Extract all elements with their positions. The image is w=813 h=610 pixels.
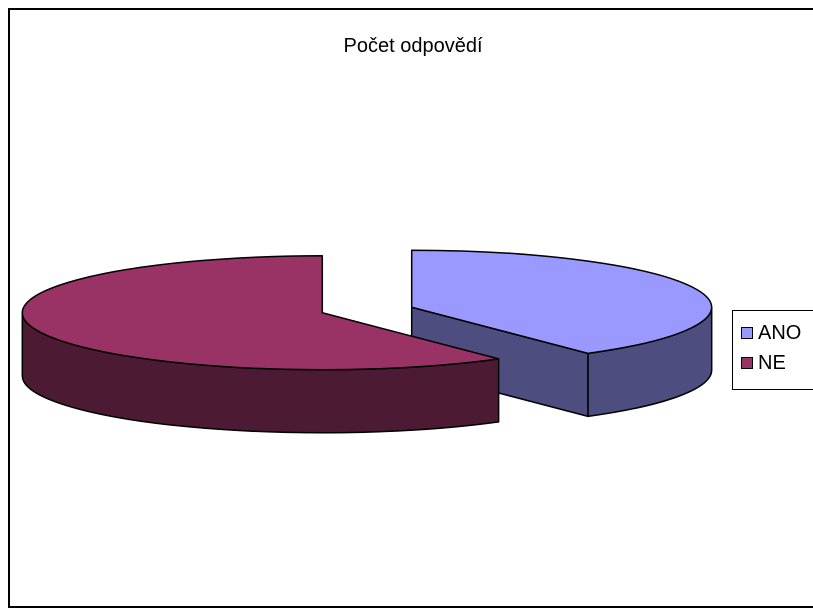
chart-title: Počet odpovědí bbox=[343, 35, 483, 57]
legend-item-ne: NE bbox=[741, 348, 813, 378]
legend-label-ano: ANO bbox=[758, 321, 802, 344]
pie-slice-ne bbox=[21, 255, 500, 371]
legend-swatch-ne bbox=[741, 357, 753, 369]
legend-item-ano: ANO bbox=[741, 318, 813, 348]
pie-chart bbox=[21, 249, 713, 434]
legend: ANO NE bbox=[732, 310, 813, 390]
pie-slice-ano bbox=[410, 249, 713, 355]
legend-label-ne: NE bbox=[758, 351, 786, 374]
legend-swatch-ano bbox=[741, 327, 753, 339]
chart-area: Počet odpovědí ANO NE bbox=[8, 8, 813, 608]
